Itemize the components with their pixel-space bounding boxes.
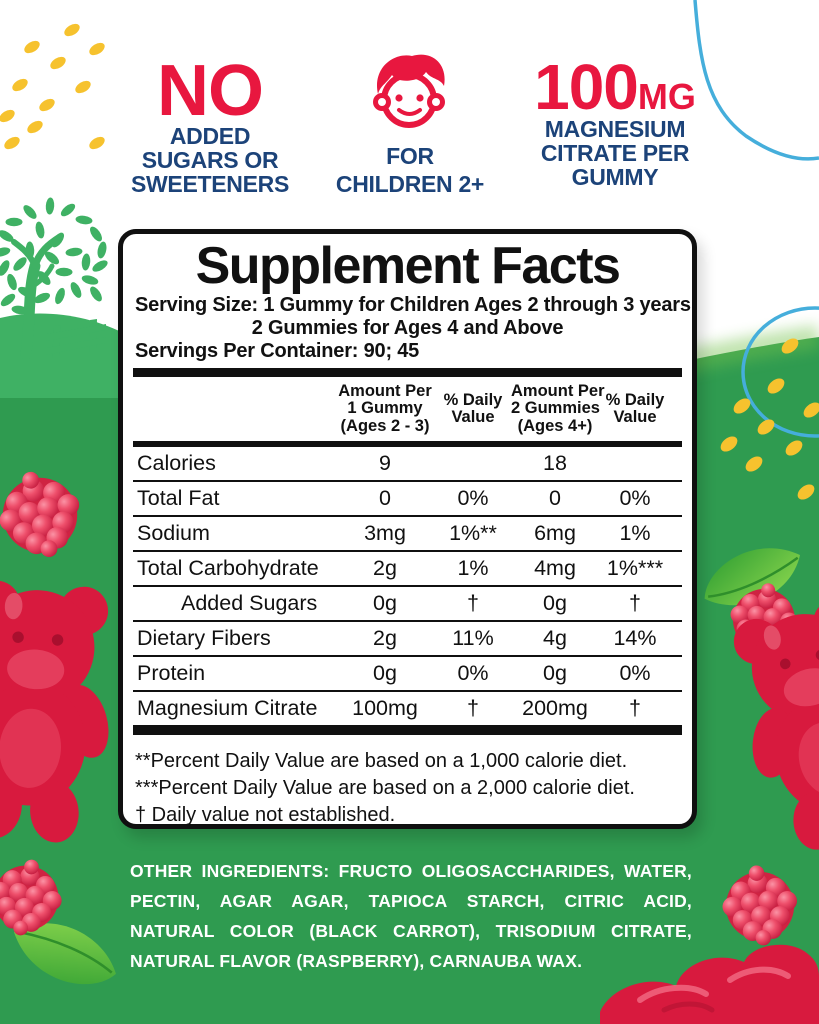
nutrient-value: 0g <box>543 661 567 686</box>
nutrient-value: 0% <box>619 661 651 686</box>
badge-mg-line2: CITRATE PER <box>540 139 690 166</box>
nutrient-value: † <box>467 696 479 721</box>
table-row: Total Carbohydrate 2g 1% 4mg 1%*** <box>133 552 682 588</box>
badge-no-line2: SUGARS OR <box>141 147 279 174</box>
table-header-row: Amount Per 1 Gummy (Ages 2 - 3) % Daily Valu… <box>133 377 682 448</box>
nutrient-value: 4g <box>543 626 567 651</box>
nutrient-value: 0 <box>549 486 561 511</box>
table-row: Magnesium Citrate 100mg † 200mg † <box>133 692 682 736</box>
column-header: % Daily Value <box>605 390 665 427</box>
other-ingredients: OTHER INGREDIENTS: FRUCTO OLIGOSACCHARID… <box>130 856 692 976</box>
nutrient-name: Total Carbohydrate <box>137 556 319 581</box>
supplement-facts-panel: Supplement Facts Serving Size: 1 Gummy f… <box>118 229 697 829</box>
servings-per-container: Servings Per Container: 90; 45 <box>135 340 420 363</box>
nutrient-value: 0% <box>457 661 489 686</box>
other-ingredients-label: OTHER INGREDIENTS: <box>130 861 330 881</box>
nutrient-value: 0% <box>619 486 651 511</box>
nutrient-name: Dietary Fibers <box>137 626 271 651</box>
nutrient-value: 9 <box>379 451 391 476</box>
yellow-dots-top-left <box>0 23 105 150</box>
nutrient-value: 14% <box>613 626 657 651</box>
badge-mg-line1: MAGNESIUM <box>544 115 686 142</box>
table-body: Calories 9 18 Total Fat 0 0% 0 0% Sodium 3mg 1%** 6… <box>123 447 692 736</box>
nutrient-name: Total Fat <box>137 486 220 511</box>
nutrient-value: † <box>467 591 479 616</box>
panel-title: Supplement Facts <box>195 237 621 295</box>
table-row: Sodium 3mg 1%** 6mg 1% <box>133 517 682 553</box>
nutrient-value: 4mg <box>534 556 576 581</box>
nutrient-value: 100mg <box>352 696 418 721</box>
nutrient-value: † <box>629 696 641 721</box>
footnote: ***Percent Daily Value are based on a 2,… <box>135 777 635 800</box>
nutrient-name: Calories <box>137 451 216 476</box>
column-header: Amount Per 2 Gummies (Ages 4+) <box>511 381 605 435</box>
nutrient-value: 0 <box>379 486 391 511</box>
nutrient-name: Protein <box>137 661 206 686</box>
table-row: Dietary Fibers 2g 11% 4g 14% <box>133 622 682 658</box>
child-face-icon <box>373 54 445 128</box>
blue-circle-decoration <box>741 306 819 438</box>
badge-magnesium-dose: 100MG MAGNESIUM CITRATE PER GUMMY <box>512 51 718 190</box>
nutrient-value: 1%** <box>449 521 497 546</box>
nutrient-name: Magnesium Citrate <box>137 696 318 721</box>
nutrient-value: 0g <box>543 591 567 616</box>
badge-for-children: FOR CHILDREN 2+ <box>312 48 508 196</box>
nutrient-value: 2g <box>373 556 397 581</box>
table-row: Total Fat 0 0% 0 0% <box>133 482 682 518</box>
badge-no-line3: SWEETENERS <box>130 171 290 198</box>
badge-child-line2: CHILDREN 2+ <box>335 171 485 197</box>
nutrient-value: 3mg <box>364 521 406 546</box>
serving-size-line2: 2 Gummies for Ages 4 and Above <box>251 317 564 340</box>
tree-leaves <box>0 197 108 315</box>
other-ingredients-text: FRUCTO OLIGOSACCHARIDES, WATER, PECTIN, … <box>130 861 692 971</box>
nutrient-value: 0% <box>457 486 489 511</box>
badge-no-added-sugar: NO ADDED SUGARS OR SWEETENERS <box>112 51 308 198</box>
nutrient-name: Added Sugars <box>181 591 318 616</box>
yellow-dots-right <box>720 338 819 500</box>
nutrient-value: 2g <box>373 626 397 651</box>
badge-no-emphasis: NO <box>157 51 264 131</box>
nutrient-value: 1%*** <box>606 556 664 581</box>
badge-mg-unit: MG <box>637 76 696 117</box>
badge-child-line1: FOR <box>386 143 434 169</box>
badge-mg-amount: 100MG <box>534 51 696 123</box>
nutrient-value <box>599 447 671 480</box>
badge-no-line1: ADDED <box>169 123 251 150</box>
nutrient-value: 6mg <box>534 521 576 546</box>
nutrient-value <box>435 447 511 480</box>
footnote: **Percent Daily Value are based on a 1,0… <box>135 750 628 773</box>
column-header: Amount Per 1 Gummy (Ages 2 - 3) <box>338 381 432 435</box>
nutrient-value: 200mg <box>522 696 588 721</box>
footnote: † Daily value not established. <box>135 804 396 827</box>
nutrient-name: Sodium <box>137 521 210 546</box>
nutrient-value: † <box>629 591 641 616</box>
nutrient-value: 0g <box>373 661 397 686</box>
blue-curve-decoration <box>693 0 819 161</box>
table-row: Calories 9 18 <box>133 447 682 483</box>
badge-mg-line3: GUMMY <box>571 163 659 190</box>
nutrient-value: 1% <box>619 521 651 546</box>
nutrient-value: 11% <box>452 626 494 651</box>
nutrient-value: 18 <box>543 451 567 476</box>
nutrient-value: 0g <box>373 591 397 616</box>
table-row: Protein 0g 0% 0g 0% <box>133 657 682 693</box>
table-row: Added Sugars 0g † 0g † <box>133 587 682 623</box>
nutrient-value: 1% <box>457 556 489 581</box>
fence-icon <box>46 319 106 358</box>
column-header: % Daily Value <box>443 390 503 427</box>
serving-size-line1: Serving Size: 1 Gummy for Children Ages … <box>135 294 691 317</box>
divider-bar-top <box>133 368 682 378</box>
footnotes: **Percent Daily Value are based on a 1,0… <box>135 748 692 829</box>
